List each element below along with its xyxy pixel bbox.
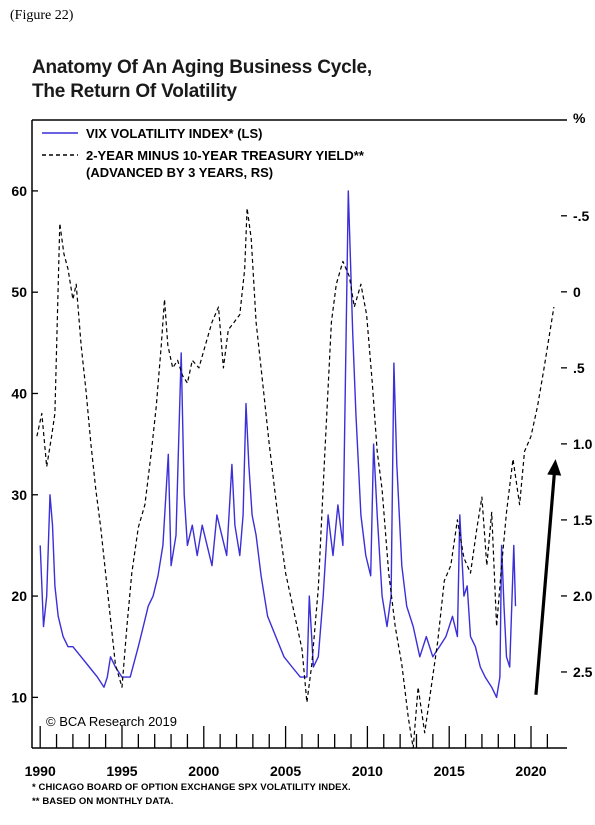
legend-label-yield: 2-YEAR MINUS 10-YEAR TREASURY YIELD** (AD… (86, 148, 365, 180)
trend-arrow-shaft (534, 474, 556, 695)
right-axis: -.5 0 .5 1.0 1.5 2.0 2.5% (561, 110, 593, 680)
legend-label-vix: VIX VOLATILITY INDEX* (LS) (86, 126, 262, 141)
figure-label: (Figure 22) (10, 8, 74, 23)
credit-text: © BCA Research 2019 (46, 714, 177, 729)
series-layer (36, 190, 555, 749)
left-tick-label-30: 30 (11, 487, 27, 503)
right-tick-label-2.0: 2.0 (573, 588, 593, 604)
chart-title: Anatomy Of An Aging Business Cycle, The … (32, 56, 372, 104)
right-tick-label-2.5: 2.5 (573, 664, 593, 680)
chart-title-line-2: The Return Of Volatility (32, 81, 237, 102)
legend-label-yield-line-2: (ADVANCED BY 3 YEARS, RS) (86, 165, 273, 180)
right-tick-label-0: 0 (573, 284, 581, 300)
legend-label-yield-line-1: 2-YEAR MINUS 10-YEAR TREASURY YIELD** (86, 148, 365, 163)
left-tick-label-60: 60 (11, 183, 27, 199)
x-tick-label-2005: 2005 (270, 763, 301, 779)
footnote-2: ** BASED ON MONTHLY DATA. (32, 796, 174, 807)
right-tick-label-.5: .5 (573, 360, 585, 376)
chart-title-line-1: Anatomy Of An Aging Business Cycle, (32, 57, 372, 78)
x-tick-label-2020: 2020 (515, 763, 546, 779)
plot-frame (31, 119, 567, 749)
right-tick-label-1.0: 1.0 (573, 436, 593, 452)
legend: VIX VOLATILITY INDEX* (LS) 2-YEAR MINUS 1… (42, 126, 365, 180)
annotation-layer (534, 459, 562, 695)
trend-arrow-head (547, 459, 562, 476)
footnote-1: * CHICAGO BOARD OF OPTION EXCHANGE SPX V… (32, 782, 351, 793)
left-tick-label-50: 50 (11, 284, 27, 300)
right-axis-unit: % (573, 110, 586, 126)
x-axis: 1990 1995 2000 2005 2010 2015 2020 (25, 726, 549, 779)
right-tick-label--.5: -.5 (573, 208, 590, 224)
right-tick-label-1.5: 1.5 (573, 512, 593, 528)
vix-series-line (39, 190, 517, 699)
left-tick-label-40: 40 (11, 385, 27, 401)
x-tick-label-1990: 1990 (25, 763, 56, 779)
x-tick-label-2010: 2010 (352, 763, 383, 779)
left-tick-label-20: 20 (11, 588, 27, 604)
left-axis: 10 20 30 40 50 60 (11, 183, 38, 705)
x-tick-label-1995: 1995 (106, 763, 137, 779)
x-tick-label-2015: 2015 (434, 763, 465, 779)
left-tick-label-10: 10 (11, 689, 27, 705)
x-tick-label-2000: 2000 (188, 763, 219, 779)
yield-curve-series-line (36, 207, 555, 749)
